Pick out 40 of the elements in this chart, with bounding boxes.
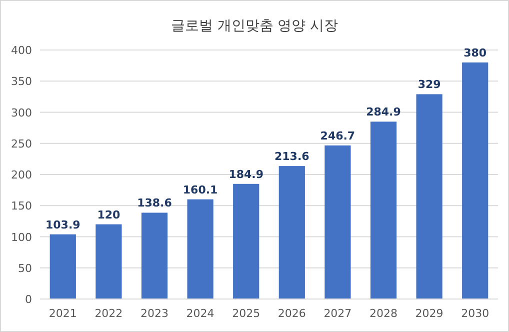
- data-label: 284.9: [366, 106, 401, 119]
- x-tick-label: 2022: [94, 307, 123, 320]
- y-tick-label: 250: [11, 137, 32, 150]
- bar: [96, 224, 122, 299]
- y-tick-label: 0: [25, 293, 32, 306]
- data-label: 184.9: [228, 168, 264, 181]
- y-tick-label: 350: [11, 75, 32, 88]
- y-tick-label: 200: [11, 168, 32, 182]
- bar: [233, 184, 260, 299]
- chart-title: 글로벌 개인맞춤 영양 시장: [170, 18, 338, 34]
- data-label: 246.7: [320, 129, 356, 142]
- data-label: 380: [464, 46, 487, 60]
- x-tick-label: 2025: [232, 307, 260, 320]
- y-tick-label: 50: [18, 262, 32, 275]
- bar: [324, 145, 351, 299]
- bar: [141, 212, 168, 299]
- x-tick-label: 2026: [278, 307, 306, 320]
- bar: [278, 166, 305, 299]
- x-tick-label: 2030: [461, 307, 490, 320]
- data-label: 103.9: [46, 218, 80, 232]
- data-label: 120: [97, 208, 121, 222]
- y-tick-label: 100: [11, 230, 32, 244]
- bar: [187, 199, 214, 299]
- bar: [50, 234, 76, 299]
- y-tick-label: 300: [11, 106, 32, 120]
- bar: [462, 62, 488, 299]
- data-label: 138.6: [137, 196, 172, 210]
- x-tick-label: 2029: [415, 307, 444, 320]
- bar: [416, 94, 442, 299]
- data-label: 160.1: [182, 183, 218, 196]
- data-label: 213.6: [274, 150, 310, 164]
- x-tick-label: 2023: [140, 307, 168, 320]
- data-label: 329: [418, 78, 441, 92]
- x-tick-label: 2021: [48, 307, 77, 320]
- y-tick-label: 150: [11, 200, 32, 213]
- bar: [370, 122, 397, 299]
- x-tick-label: 2027: [324, 307, 352, 320]
- y-tick-label: 400: [11, 44, 32, 57]
- x-tick-label: 2028: [370, 307, 398, 320]
- x-tick-label: 2024: [186, 307, 214, 320]
